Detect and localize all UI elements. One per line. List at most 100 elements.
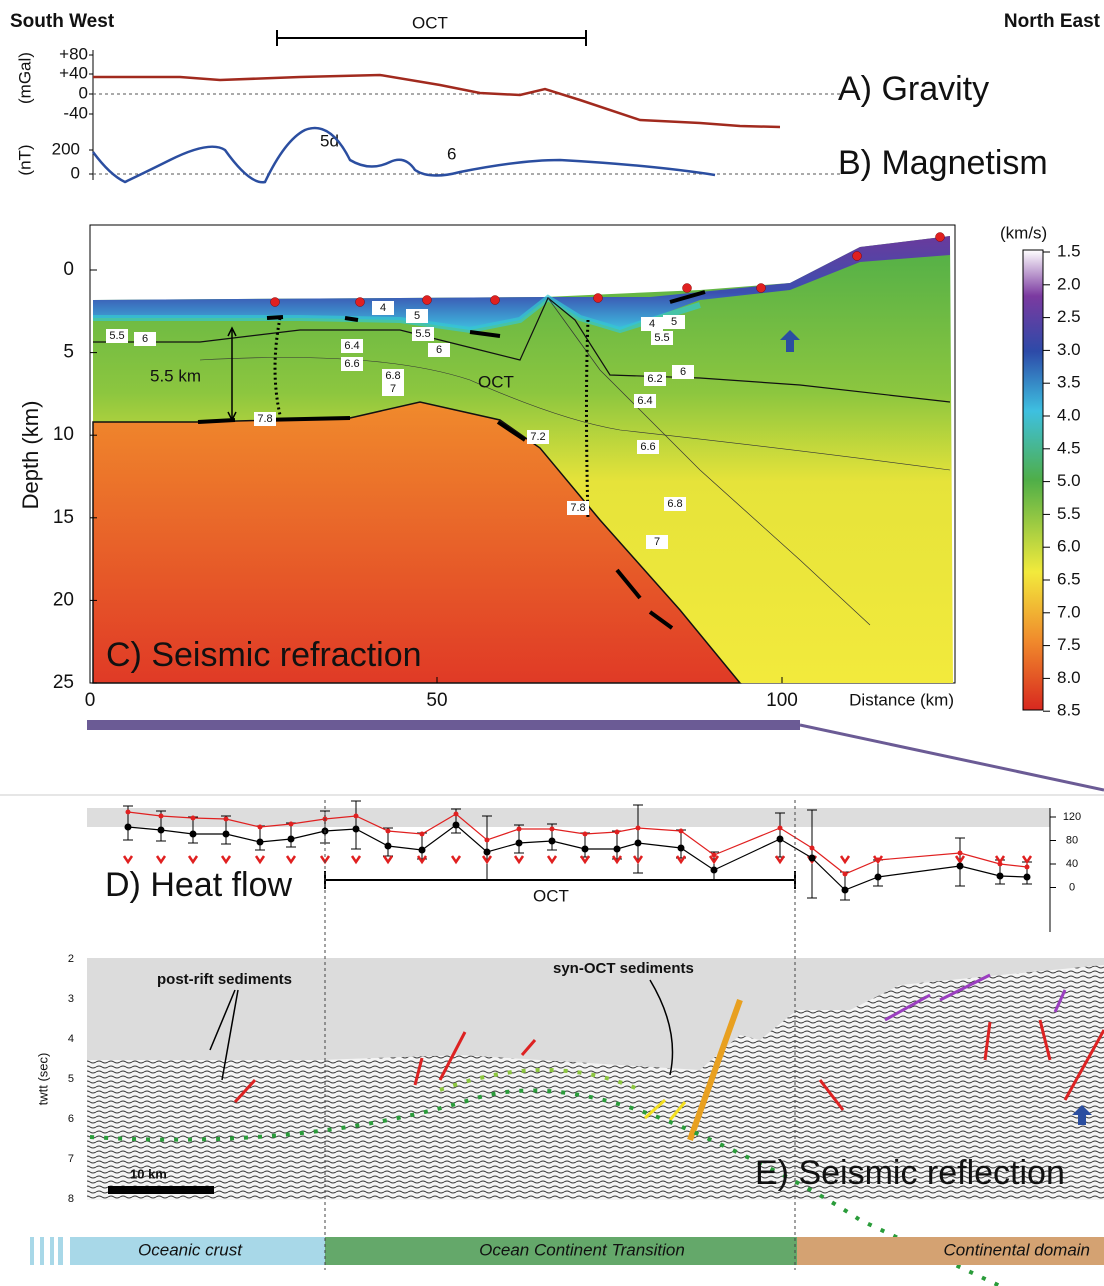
y-tick-label: 6 [68,1113,74,1125]
chevron [839,855,851,865]
colorbar-tick-label: 5.5 [1057,504,1081,523]
contour-label-box [106,329,128,343]
colorbar-tick-label: 4.0 [1057,405,1081,424]
heat-flow-line [127,824,1028,891]
heat-flow-point [874,873,882,881]
x-axis-title: Distance (km) [849,690,954,709]
heat-flow-point [256,838,264,846]
tick-label: 0 [1069,881,1075,893]
contour-label-box [382,382,404,396]
chevron [416,855,428,865]
contour-label: 7 [654,536,660,548]
contour-label: 6.6 [640,441,655,453]
contour-label: 6.8 [385,370,400,382]
y-tick-label: 10 [53,424,74,445]
right-label: North East [1004,11,1101,32]
heat-flow-point [677,844,685,852]
heat-flow-point [582,831,588,837]
heat-flow-point [1023,873,1031,881]
chevron [285,855,297,865]
contour-label: 6.8 [667,498,682,510]
colorbar-tick-label: 4.5 [1057,438,1081,457]
contour-label: 5.5 [654,332,669,344]
heat-flow-point [419,831,425,837]
contour-label: 4 [380,302,386,314]
heat-flow-point [223,816,229,822]
heat-flow-point [634,839,642,847]
tick-label: 80 [1066,834,1078,846]
chevron [675,855,687,865]
chevron [774,855,786,865]
domain-label: Ocean Continent Transition [479,1240,685,1259]
chevron [579,855,591,865]
contour-label: 5 [414,310,420,322]
colorbar-tick-label: 6.5 [1057,569,1081,588]
heat-flow-point [190,815,196,821]
station [355,297,365,307]
station [682,283,692,293]
station [756,283,766,293]
contour-label: 6.4 [637,395,652,407]
heat-flow-point [842,871,848,877]
station [935,232,945,242]
y-tick-label: 0 [63,259,74,280]
contour-label-box [254,412,276,426]
chevron [450,855,462,865]
heat-flow-point [549,826,555,832]
contour-label-box [428,343,450,357]
contour-label: 6.6 [344,358,359,370]
contour-label-box [372,301,394,315]
contour-label: 6 [436,344,442,356]
left-label: South West [10,11,115,32]
heat-flow-point [418,846,426,854]
tick-label: 200 [52,139,80,158]
contour-label: 5.5 [109,330,124,342]
y-tick-label: 5 [63,342,74,363]
heat-flow-point [581,845,589,853]
domain-label: Continental domain [944,1240,1090,1259]
heat-flow-point [222,830,230,838]
colorbar-tick-label: 2.0 [1057,274,1081,293]
scale-label: 10 km [130,1166,167,1181]
tick-label: +80 [59,44,88,63]
heat-flow-point [841,886,849,894]
contour-label: 7.8 [257,413,272,425]
heat-flow-point [484,837,490,843]
colorbar-tick-label: 8.5 [1057,701,1081,720]
colorbar-tick-label: 8.0 [1057,668,1081,687]
chevron [954,855,966,865]
chevron [187,855,199,865]
colorbar-tick-label: 2.5 [1057,307,1081,326]
gravity-unit: (mGal) [15,52,34,104]
contour-label: 7.8 [570,502,585,514]
chevron [1021,855,1033,865]
heat-flow-point [956,862,964,870]
y-tick-label: 7 [68,1153,74,1165]
y-tick-label: 5 [68,1073,74,1085]
y-tick-label: 4 [68,1033,74,1045]
contour-label: 6.4 [344,340,359,352]
contour-label: 6 [680,366,686,378]
heat-flow-point [997,861,1003,867]
heat-flow-point [996,872,1004,880]
contour-label: 7.2 [530,431,545,443]
heat-flow-point [635,825,641,831]
station [593,293,603,303]
heat-flow-point [125,809,131,815]
heat-flow-point [548,837,556,845]
heat-flow-point [483,848,491,856]
heat-flow-point [957,850,963,856]
contour-label-box [646,535,668,549]
gravity-label: A) Gravity [838,70,989,108]
annotation: OCT [478,372,514,391]
contour-label-box [637,440,659,454]
chevron [122,855,134,865]
tick-label: -40 [63,103,88,122]
contour-label-box [663,315,685,329]
refraction-label: C) Seismic refraction [106,636,422,674]
chevron [708,855,720,865]
heat-flow-point [385,828,391,834]
colorbar-tick-label: 7.0 [1057,602,1081,621]
colorbar-tick-label: 6.0 [1057,537,1081,556]
